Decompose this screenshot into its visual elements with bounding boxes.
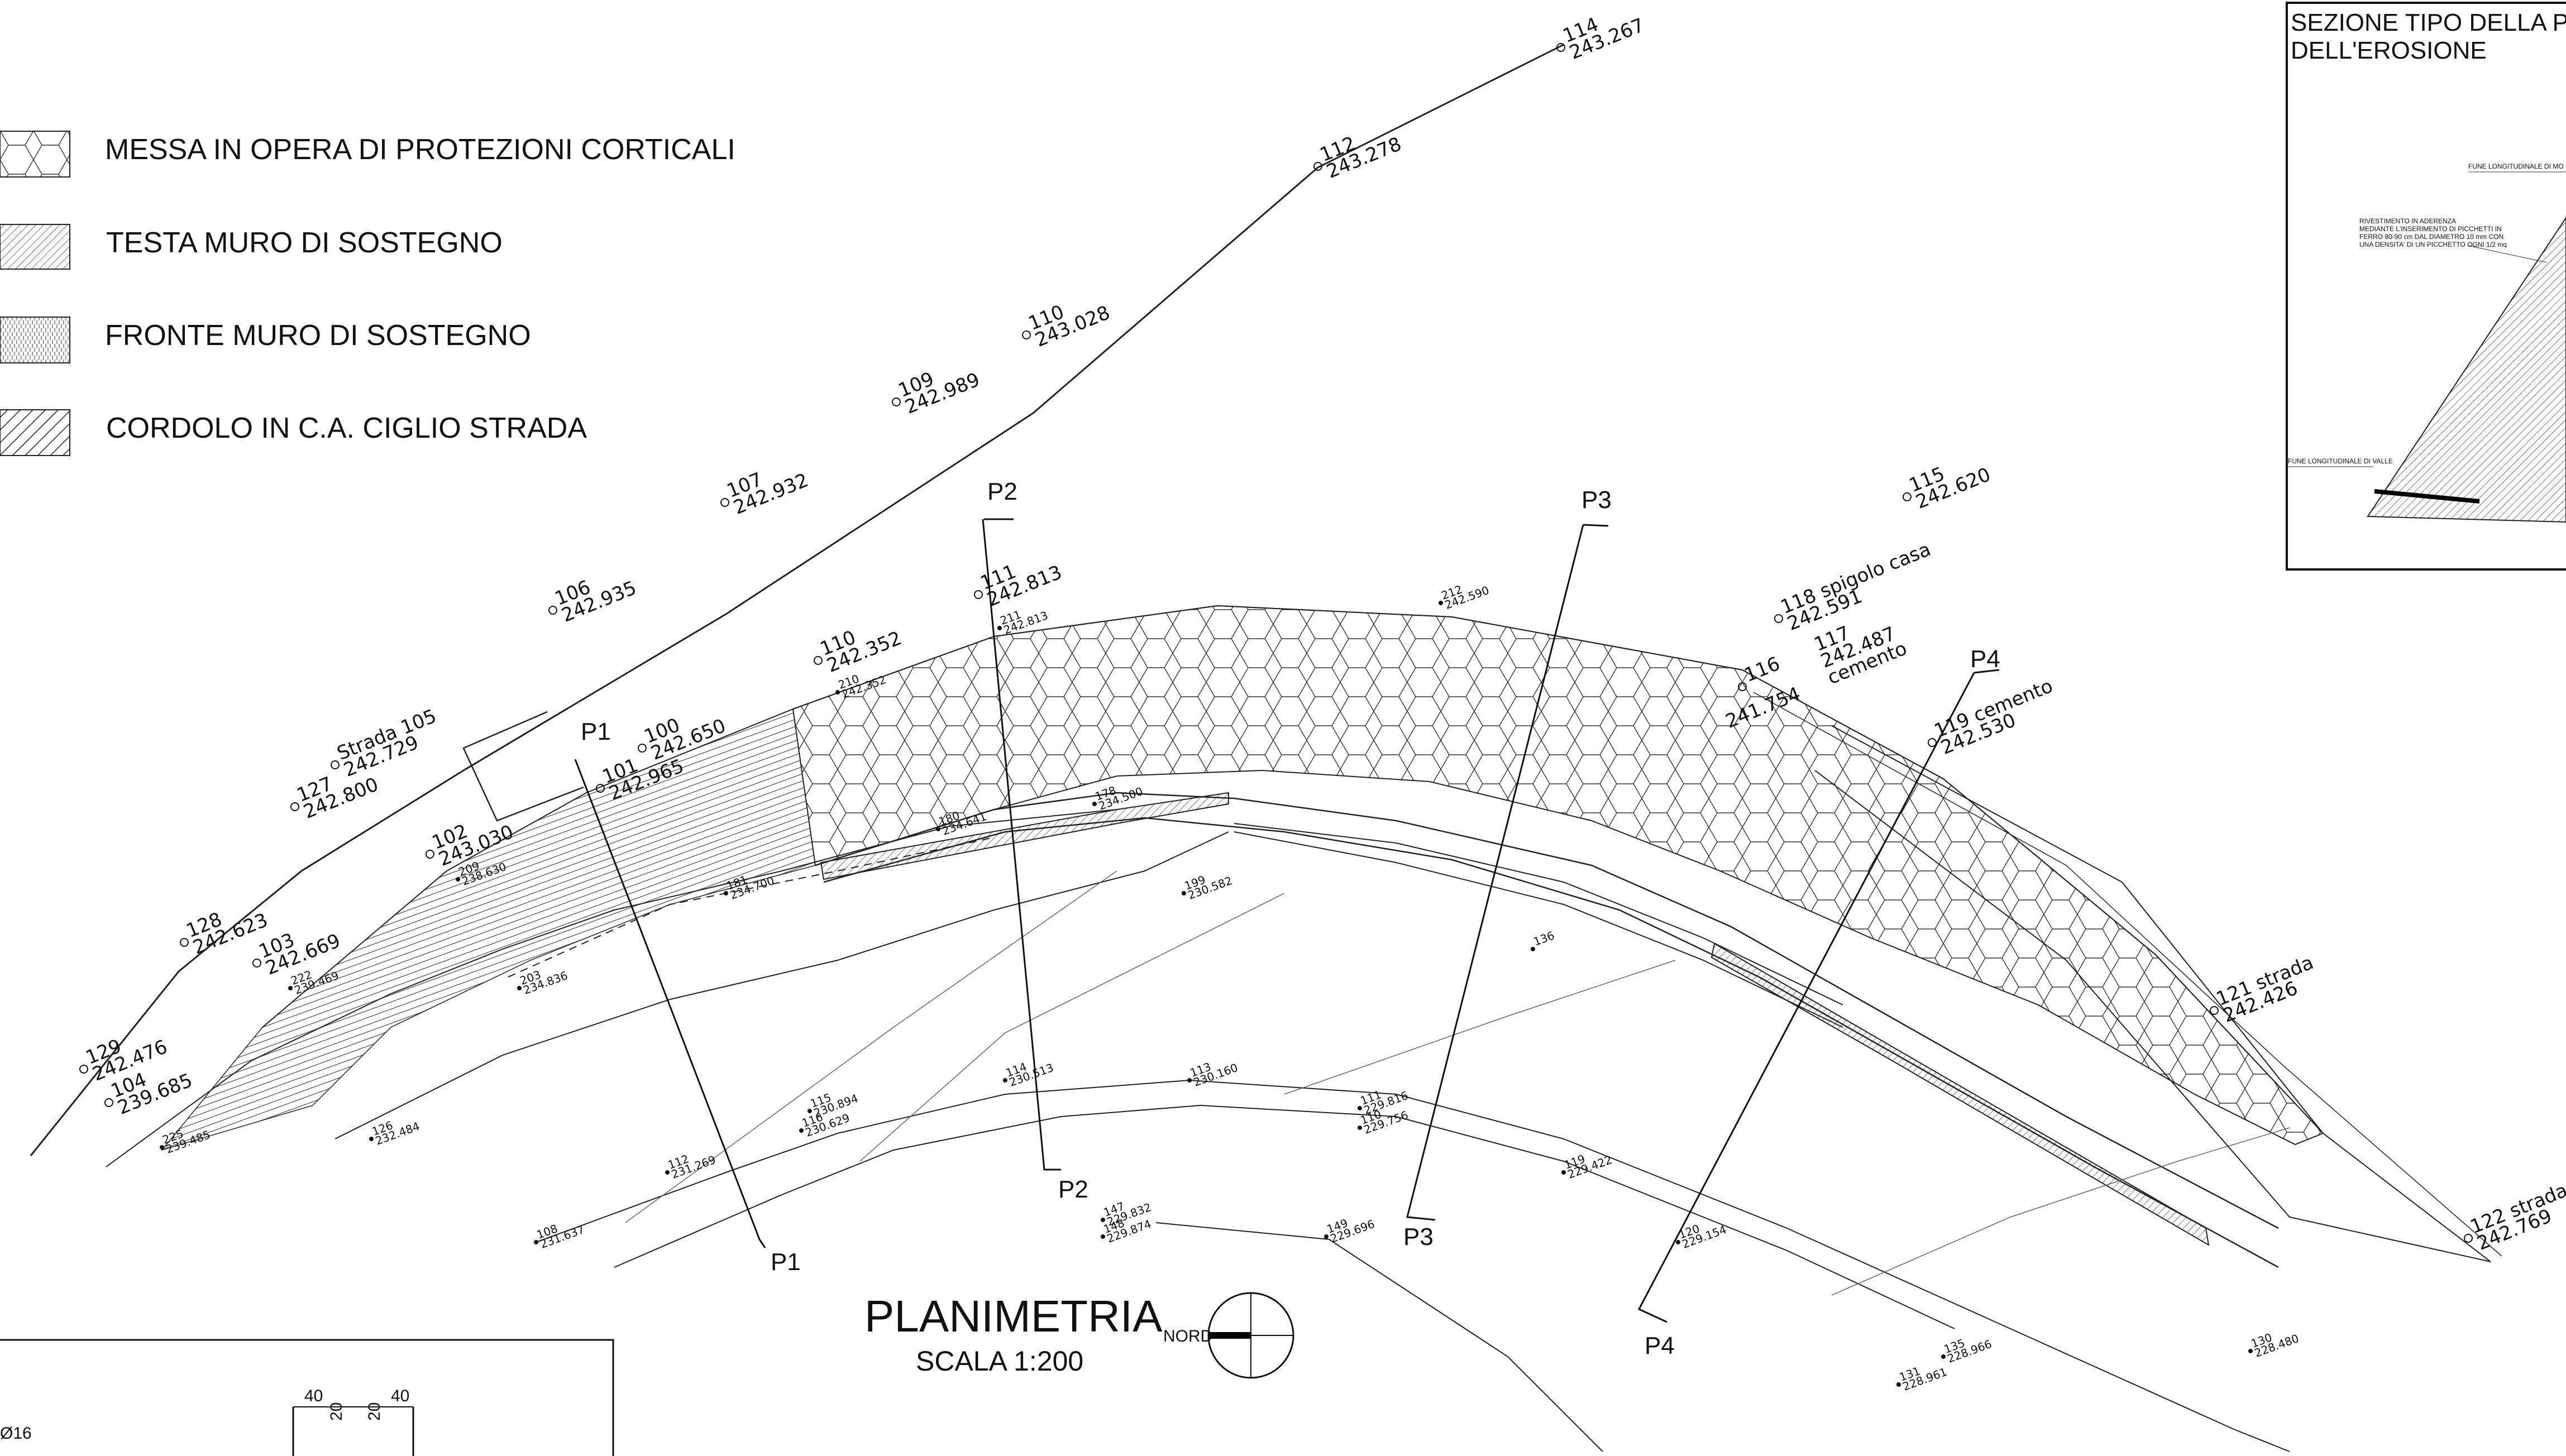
- detail-title: SEZIONE TIPO DELLA PA: [2291, 9, 2566, 36]
- detail-note: MEDIANTE L'INSERIMENTO DI PICCHETTI IN: [2359, 225, 2502, 233]
- section-lines: [574, 518, 2000, 1323]
- dimension-label: 40: [304, 1387, 323, 1405]
- survey-point: 109 242.989: [892, 368, 983, 419]
- north-arrow-icon: NORD: [1163, 1292, 1294, 1379]
- detail-note: FUNE LONGITUDINALE DI MO: [2468, 162, 2564, 170]
- legend: MESSA IN OPERA DI PROTEZIONI CORTICALI T…: [0, 131, 735, 456]
- detail-note: RIVESTIMENTO IN ADERENZA: [2359, 217, 2456, 225]
- vline-pattern-swatch: [0, 317, 70, 363]
- survey-point: 107 242.932: [720, 468, 811, 519]
- section-label-p4: P4: [1970, 645, 2000, 673]
- section-label-p2: P2: [1058, 1176, 1088, 1203]
- north-label: NORD: [1163, 1327, 1212, 1345]
- legend-label: MESSA IN OPERA DI PROTEZIONI CORTICALI: [105, 133, 735, 166]
- valley-rope: [2374, 489, 2480, 504]
- road-edge-upper: [30, 44, 1564, 1156]
- survey-point: 110 243.028: [1022, 301, 1113, 352]
- rebar-detail-box: 40 40 20 20 Ø16: [0, 1339, 614, 1456]
- svg-text:136: 136: [1532, 928, 1556, 949]
- drawing-scale: SCALA 1:200: [916, 1345, 1083, 1377]
- legend-item-fronte-muro: FRONTE MURO DI SOSTEGNO: [0, 317, 531, 363]
- section-line-p2: [982, 519, 1061, 1171]
- survey-point: 106 242.935: [548, 576, 639, 627]
- survey-point: 110 242.352: [814, 626, 905, 677]
- section-label-p3: P3: [1581, 486, 1612, 514]
- section-label-p3: P3: [1403, 1223, 1433, 1251]
- dimension-label: 20: [327, 1402, 346, 1421]
- slope-section: [2367, 217, 2566, 523]
- legend-item-testa-muro: TESTA MURO DI SOSTEGNO: [0, 224, 503, 270]
- survey-point: 119 cemento 242.530: [1928, 675, 2056, 759]
- section-label-p2: P2: [987, 478, 1017, 505]
- legend-item-protezioni: MESSA IN OPERA DI PROTEZIONI CORTICALI: [0, 131, 735, 178]
- survey-point: 111 242.813: [974, 561, 1065, 611]
- bar-diameter-label: Ø16: [0, 1424, 32, 1443]
- section-label-p4: P4: [1645, 1332, 1675, 1359]
- section-detail-box: SEZIONE TIPO DELLA PA DELL'EROSIONE FUNE…: [2286, 2, 2566, 571]
- legend-label: FRONTE MURO DI SOSTEGNO: [105, 319, 531, 352]
- hex-pattern-swatch: [0, 131, 70, 178]
- legend-item-cordolo: CORDOLO IN C.A. CIGLIO STRADA: [0, 409, 587, 456]
- detail-note: FUNE LONGITUDINALE DI VALLE: [2288, 457, 2393, 465]
- thick-hatch-swatch: [0, 409, 70, 456]
- hex-protection-area: [792, 605, 2324, 1146]
- section-line-p1: [574, 759, 766, 1248]
- dimension-label: 20: [365, 1402, 384, 1421]
- section-label-p1: P1: [581, 718, 611, 745]
- survey-point: 112 243.278: [1313, 132, 1404, 183]
- survey-point: 114 243.267: [1556, 13, 1647, 64]
- survey-point: 128 242.623: [180, 908, 271, 959]
- section-line-p4: [1637, 672, 1975, 1323]
- detail-subtitle: DELL'EROSIONE: [2291, 37, 2487, 64]
- detail-note: UNA DENSITA' DI UN PICCHETTO OGNI 1/2 mq: [2359, 241, 2507, 248]
- legend-label: CORDOLO IN C.A. CIGLIO STRADA: [106, 412, 587, 444]
- drawing-title: PLANIMETRIA: [864, 1291, 1163, 1341]
- section-label-p1: P1: [771, 1248, 801, 1276]
- dimension-label: 40: [391, 1387, 409, 1405]
- svg-text:116: 116: [1741, 653, 1783, 687]
- survey-point: Strada 105 242.729: [331, 705, 439, 782]
- survey-point: 118 spigolo casa 242.591: [1774, 538, 1934, 635]
- survey-point: 122 strada 242.769: [2464, 1179, 2566, 1255]
- section-line-p3: [1406, 524, 1584, 1221]
- hatch-pattern-swatch: [0, 224, 70, 270]
- legend-label: TESTA MURO DI SOSTEGNO: [106, 227, 503, 259]
- wall-head-right: [1710, 942, 2210, 1246]
- terrain-lines: [30, 44, 2502, 1452]
- survey-point: 121 strada 242.426: [2210, 951, 2317, 1027]
- detail-note: FERRO 80-90 cm DAL DIAMETRO 10 mm CON: [2359, 233, 2503, 241]
- survey-point: 115 242.620: [1903, 463, 1994, 514]
